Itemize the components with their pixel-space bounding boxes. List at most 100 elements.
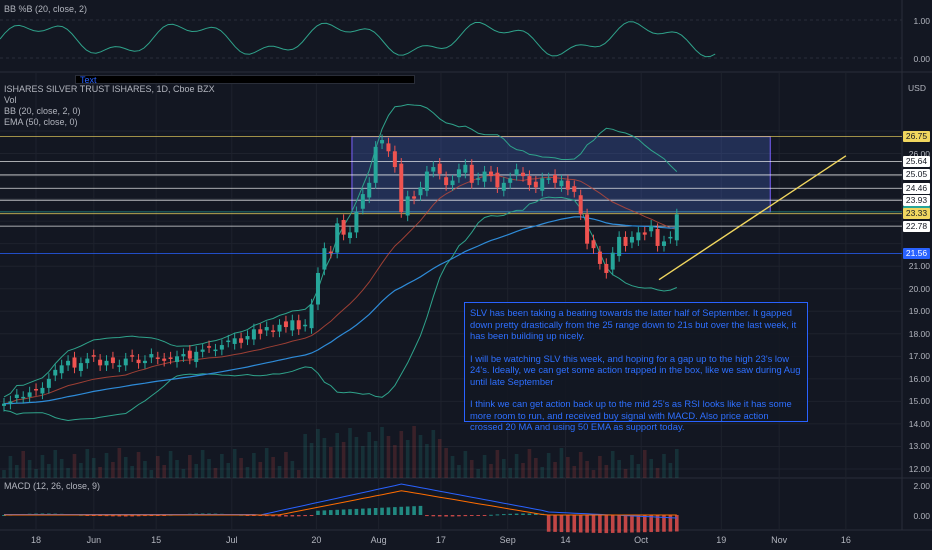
volume-bar — [348, 428, 352, 478]
volume-bar — [130, 466, 134, 478]
bbpct-line — [0, 21, 716, 58]
candle-body — [514, 169, 519, 175]
candle-body — [553, 174, 558, 183]
volume-bar — [546, 453, 551, 478]
candle-body — [264, 327, 269, 331]
volume-bar — [328, 447, 333, 478]
candle-body — [8, 401, 13, 404]
candle-body — [226, 340, 231, 343]
macd-histogram-bar — [373, 508, 378, 515]
price-level-tag: 21.56 — [903, 248, 930, 260]
macd-histogram-bar — [463, 515, 468, 517]
volume-bar — [341, 442, 346, 478]
candle-body — [85, 358, 90, 364]
candle-body — [488, 171, 493, 177]
macd-histogram-bar — [316, 510, 320, 515]
time-axis-label: 18 — [30, 535, 42, 545]
macd-histogram-bar — [284, 515, 288, 517]
macd-histogram-bar — [623, 515, 628, 533]
macd-histogram-bar — [553, 515, 557, 532]
volume-bar — [277, 466, 282, 478]
candle-body — [360, 194, 365, 209]
volume-bar — [585, 461, 589, 478]
macd-histogram-bar — [431, 515, 436, 517]
price-level-tag: 26.75 — [903, 131, 930, 143]
macd-histogram-bar — [412, 506, 416, 515]
volume-bar — [642, 450, 647, 478]
volume-bar — [162, 465, 166, 478]
macd-histogram-bar — [393, 507, 397, 515]
macd-histogram-bar — [380, 507, 384, 515]
bbpct-axis-label: 1.00 — [913, 16, 930, 26]
candle-body — [463, 164, 468, 173]
candle-body — [175, 356, 180, 362]
text-drawing-tool[interactable]: Text — [75, 75, 415, 85]
volume-bar — [514, 454, 519, 478]
candle-body — [476, 178, 481, 180]
bb-indicator-label[interactable]: BB (20, close, 2, 0) — [4, 106, 81, 116]
candle-body — [149, 354, 154, 358]
macd-histogram-bar — [130, 515, 134, 517]
price-level-tag: 22.78 — [903, 220, 930, 232]
volume-bar — [361, 446, 365, 478]
macd-histogram-bar — [668, 515, 673, 532]
price-axis-label: 13.00 — [908, 441, 930, 452]
volume-bar — [431, 430, 436, 478]
volume-bar — [476, 469, 480, 478]
text-tool-label: Text — [80, 75, 97, 85]
macd-axis-label: 0.00 — [913, 511, 930, 521]
macd-histogram-bar — [501, 514, 506, 516]
volume-bar — [373, 441, 378, 478]
candle-body — [309, 304, 314, 329]
volume-bar — [598, 456, 602, 478]
ema-indicator-label[interactable]: EMA (50, close, 0) — [4, 117, 78, 127]
candle-body — [181, 354, 186, 357]
macd-histogram-bar — [662, 515, 666, 532]
macd-histogram-bar — [367, 508, 372, 515]
price-axis-label: 18.00 — [908, 328, 930, 339]
macd-histogram-bar — [123, 515, 128, 517]
macd-histogram-bar — [521, 513, 525, 515]
candle-body — [418, 187, 423, 196]
volume-bar — [91, 458, 96, 478]
price-axis-label: 12.00 — [908, 463, 930, 474]
macd-histogram-bar — [136, 515, 141, 517]
candle-body — [578, 195, 583, 215]
volume-bar — [117, 448, 122, 478]
volume-bar — [617, 460, 621, 478]
candle-body — [572, 186, 577, 192]
volume-bar — [610, 451, 615, 478]
candle-body — [341, 220, 346, 235]
volume-bar — [155, 456, 160, 478]
volume-indicator-label[interactable]: Vol — [4, 95, 17, 105]
candle-body — [258, 329, 263, 334]
macd-histogram-bar — [534, 513, 538, 515]
volume-bar — [194, 464, 199, 478]
candle-body — [412, 196, 417, 199]
bbpct-indicator-label[interactable]: BB %B (20, close, 2) — [4, 4, 88, 14]
volume-bar — [123, 457, 128, 478]
candle-body — [53, 369, 58, 376]
volume-bar — [655, 468, 660, 478]
volume-bar — [463, 451, 468, 478]
time-axis-label: 19 — [716, 535, 727, 545]
volume-bar — [213, 468, 218, 478]
candle-body — [251, 329, 256, 340]
macd-histogram-bar — [559, 515, 564, 533]
volume-bar — [258, 462, 263, 478]
candle-body — [271, 330, 276, 332]
volume-bar — [675, 449, 679, 478]
volume-bar — [354, 437, 359, 478]
macd-indicator-label[interactable]: MACD (12, 26, close, 9) — [4, 481, 101, 491]
macd-histogram-bar — [572, 515, 577, 533]
macd-histogram-bar — [264, 515, 269, 517]
macd-histogram-bar — [444, 515, 448, 517]
analysis-note[interactable]: SLV has been taking a beating towards th… — [464, 302, 808, 432]
macd-line — [4, 483, 677, 519]
time-axis-label: Nov — [771, 535, 788, 545]
volume-bar — [566, 457, 570, 478]
macd-histogram-bar — [649, 515, 653, 533]
candle-body — [290, 320, 295, 331]
macd-histogram-bar — [296, 515, 301, 517]
volume-bar — [284, 452, 288, 478]
